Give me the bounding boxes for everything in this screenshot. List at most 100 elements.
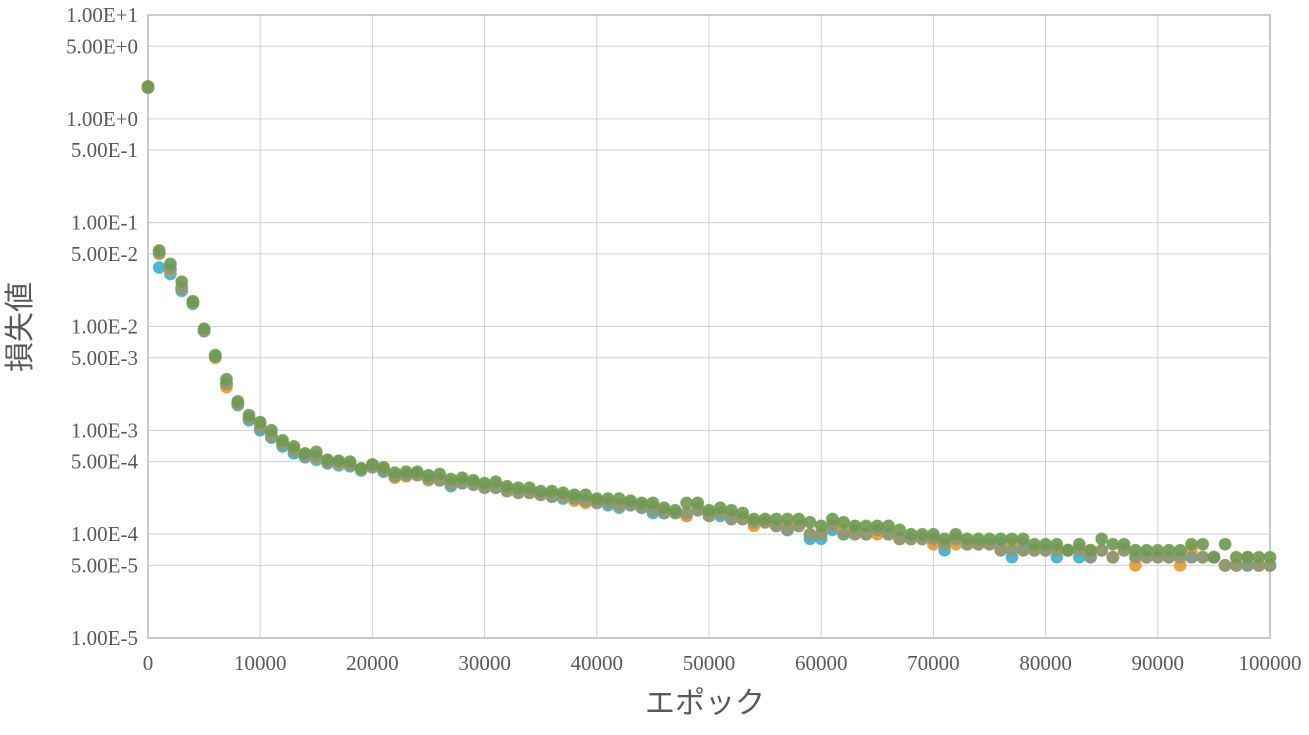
data-point [1106, 537, 1120, 551]
data-point [803, 527, 817, 541]
data-point [264, 423, 278, 437]
data-point [1162, 543, 1176, 557]
data-point [388, 466, 402, 480]
data-point [612, 492, 626, 506]
data-point [377, 460, 391, 474]
data-point [1117, 537, 1131, 551]
y-axis-ticks: 1.00E+1 5.00E+0 1.00E+0 5.00E-1 1.00E-1 5.00E… [66, 3, 138, 650]
data-point [152, 244, 166, 257]
data-point [646, 496, 660, 510]
data-point [994, 543, 1008, 557]
data-point [983, 532, 996, 546]
data-point [466, 473, 480, 487]
data-point [1140, 543, 1154, 557]
data-point [971, 532, 985, 546]
data-point [163, 257, 177, 271]
y-tick-label: 1.00E-3 [71, 418, 138, 442]
x-tick-label: 50000 [683, 651, 736, 675]
x-tick-label: 80000 [1019, 651, 1072, 675]
data-point [769, 512, 783, 526]
x-tick-label: 0 [143, 651, 154, 675]
data-point [1241, 550, 1255, 564]
data-point [1050, 537, 1064, 551]
data-point [1039, 537, 1053, 551]
data-point [747, 512, 761, 526]
data-point [444, 472, 458, 486]
y-tick-label: 1.00E-1 [71, 211, 138, 235]
data-point [208, 348, 222, 362]
data-point [545, 484, 559, 498]
data-point [321, 453, 334, 467]
data-point [1218, 558, 1232, 572]
data-point [152, 261, 166, 274]
data-point [893, 523, 907, 537]
data-point [1196, 550, 1210, 564]
data-point [870, 519, 884, 533]
data-point [837, 515, 851, 529]
data-point [803, 515, 817, 529]
data-point [624, 494, 637, 508]
data-point [601, 492, 615, 506]
data-point [1263, 550, 1277, 564]
data-point [590, 492, 604, 506]
y-tick-label: 5.00E-3 [71, 346, 138, 370]
data-point [220, 372, 233, 386]
data-point [635, 496, 649, 510]
data-point [1252, 550, 1266, 564]
data-point [365, 457, 379, 471]
y-tick-label: 1.00E+0 [66, 107, 138, 131]
data-point [1196, 537, 1210, 551]
data-point [926, 527, 940, 541]
data-point [702, 503, 716, 517]
data-point [1207, 550, 1221, 564]
data-point [1061, 543, 1075, 557]
data-point [1185, 537, 1198, 551]
data-point [915, 527, 929, 541]
data-point [680, 496, 694, 510]
x-axis-ticks: 0 10000 20000 30000 40000 50000 60000 70000 8000… [143, 651, 1302, 675]
data-point [938, 532, 952, 546]
y-tick-label: 1.00E-5 [71, 626, 138, 650]
data-point [253, 415, 267, 429]
data-point [1027, 537, 1041, 551]
data-point [287, 439, 301, 453]
data-point [455, 471, 469, 485]
data-point [668, 503, 682, 517]
data-point [489, 475, 503, 489]
data-point [231, 394, 245, 408]
data-point [758, 512, 772, 526]
data-point [1151, 543, 1165, 557]
y-tick-label: 5.00E-5 [71, 553, 138, 577]
x-tick-label: 90000 [1132, 651, 1185, 675]
data-point [523, 481, 536, 495]
data-point [1016, 543, 1030, 557]
data-point [781, 512, 794, 526]
data-point [837, 527, 851, 541]
data-point [242, 408, 256, 422]
series-4 [141, 80, 1277, 564]
data-point [825, 512, 839, 526]
data-point [197, 322, 211, 336]
data-point [433, 467, 447, 481]
data-point [500, 479, 514, 493]
x-tick-label: 30000 [458, 651, 511, 675]
data-point [859, 519, 873, 533]
data-point [354, 461, 368, 475]
data-point [1173, 543, 1187, 557]
x-tick-label: 10000 [234, 651, 287, 675]
data-point [736, 506, 750, 520]
data-point [343, 455, 357, 469]
y-axis-title: 損失値 [3, 282, 38, 372]
data-point [1128, 543, 1142, 557]
data-point [410, 465, 424, 479]
data-point [1229, 550, 1243, 564]
data-point [1084, 543, 1097, 557]
data-point [1218, 537, 1232, 551]
x-tick-label: 100000 [1239, 651, 1302, 675]
data-point [1005, 532, 1019, 546]
data-point [579, 488, 593, 502]
data-point [949, 527, 963, 541]
data-point [399, 465, 413, 479]
data-point [1016, 532, 1030, 546]
data-point [904, 527, 918, 541]
